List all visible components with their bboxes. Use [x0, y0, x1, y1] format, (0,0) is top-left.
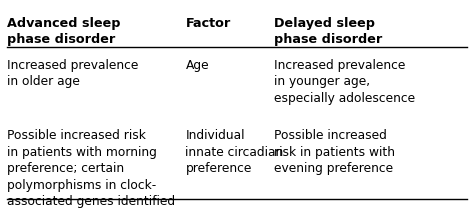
Text: Increased prevalence
in older age: Increased prevalence in older age	[8, 59, 139, 89]
Text: Age: Age	[185, 59, 209, 72]
Text: Possible increased risk
in patients with morning
preference; certain
polymorphis: Possible increased risk in patients with…	[8, 129, 175, 208]
Text: Individual
innate circadian
preference: Individual innate circadian preference	[185, 129, 284, 175]
Text: Delayed sleep
phase disorder: Delayed sleep phase disorder	[274, 17, 383, 46]
Text: Possible increased
risk in patients with
evening preference: Possible increased risk in patients with…	[274, 129, 395, 175]
Text: Advanced sleep
phase disorder: Advanced sleep phase disorder	[8, 17, 121, 46]
Text: Increased prevalence
in younger age,
especially adolescence: Increased prevalence in younger age, esp…	[274, 59, 416, 105]
Text: Factor: Factor	[185, 17, 231, 30]
